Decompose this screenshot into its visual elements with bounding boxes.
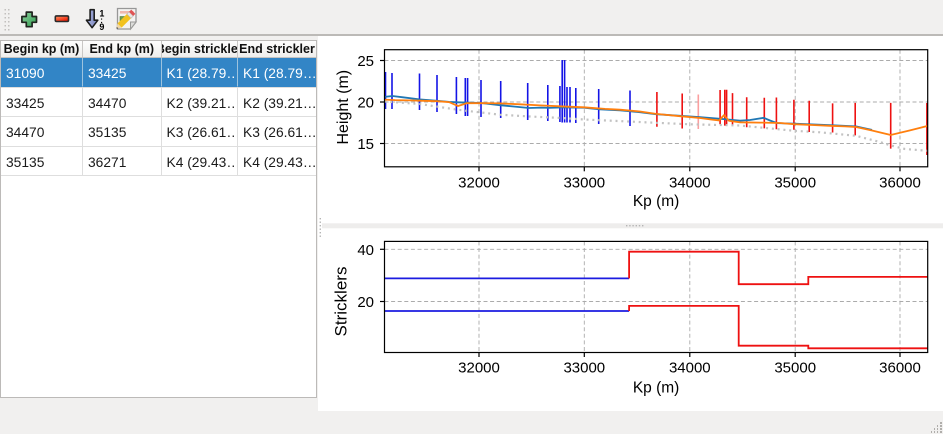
svg-text:Stricklers: Stricklers [332,267,351,337]
svg-text:36000: 36000 [879,360,921,377]
svg-text:1: 1 [99,8,104,18]
svg-text:20: 20 [357,95,374,112]
svg-text:Kp (m): Kp (m) [633,193,680,210]
svg-text:25: 25 [357,53,374,70]
svg-text:9: 9 [99,22,104,32]
svg-text:Height (m): Height (m) [335,70,352,145]
svg-text:34000: 34000 [669,174,711,191]
svg-text:34000: 34000 [669,360,711,377]
svg-text:35000: 35000 [774,360,816,377]
svg-text:33000: 33000 [563,174,605,191]
svg-text:36000: 36000 [879,174,921,191]
svg-text:15: 15 [357,136,374,153]
svg-text::: : [100,16,103,25]
svg-text:Kp (m): Kp (m) [633,379,680,396]
svg-text:32000: 32000 [458,174,500,191]
svg-text:20: 20 [357,294,374,311]
svg-text:33000: 33000 [563,360,605,377]
svg-text:40: 40 [357,242,374,259]
svg-text:32000: 32000 [458,360,500,377]
svg-text:35000: 35000 [774,174,816,191]
